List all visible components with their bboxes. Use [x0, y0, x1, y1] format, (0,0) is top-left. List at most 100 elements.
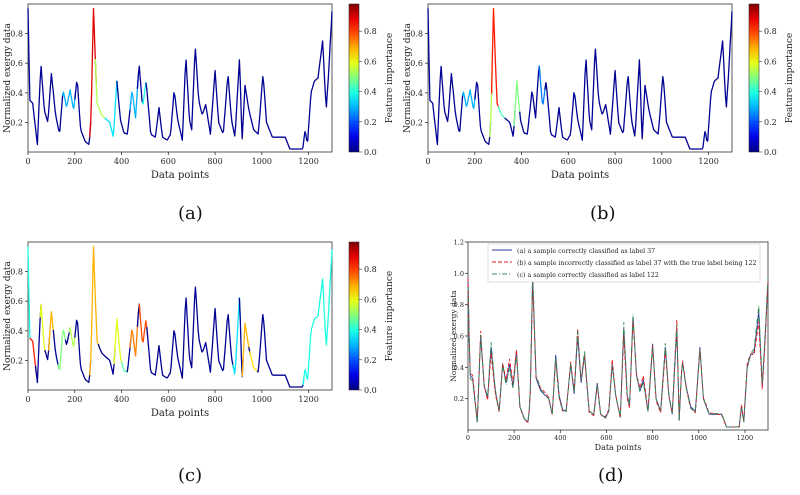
- y-tick-label-d-5: 1.2: [454, 239, 464, 247]
- importance-line-segment-c-1: [29, 337, 38, 375]
- colorbar-tick-label-a-4: 0.8: [364, 27, 377, 36]
- importance-line-segment-a-2: [74, 81, 92, 145]
- importance-line-segment-a-8: [136, 65, 144, 105]
- importance-line-segment-b-7: [513, 80, 522, 127]
- importance-line-segment-c-24: [249, 351, 259, 373]
- plot-frame-a: [27, 3, 333, 153]
- caption-c: (c): [178, 465, 203, 486]
- importance-line-segment-b-6: [504, 110, 516, 137]
- x-tick-label-c-6: 1200: [298, 395, 318, 404]
- colorbar-tick-label-a-0: 0.0: [364, 148, 377, 157]
- importance-line-segment-b-0: [427, 8, 465, 146]
- importance-line-segment-c-18: [138, 304, 149, 343]
- x-tick-label-b-5: 1000: [652, 157, 672, 166]
- y-tick-label-d-0: 0.2: [454, 395, 464, 403]
- x-axis-label-c: Data points: [151, 408, 209, 419]
- colorbar-tick-label-c-4: 0.8: [364, 265, 377, 274]
- x-tick-label-a-2: 400: [114, 157, 129, 166]
- importance-line-segment-c-3: [39, 303, 47, 354]
- y-tick-label-c-2: 0.6: [10, 297, 23, 306]
- y-axis-label-b: Normalized exergy data: [403, 22, 413, 132]
- x-tick-label-c-3: 600: [161, 395, 176, 404]
- importance-line-segment-a-10: [145, 11, 333, 150]
- x-tick-label-d-3: 600: [600, 434, 612, 442]
- colorbar-tick-label-b-1: 0.2: [764, 118, 777, 127]
- x-tick-label-d-1: 200: [508, 434, 520, 442]
- importance-line-segment-a-7: [129, 74, 140, 119]
- x-tick-label-d-5: 1000: [690, 434, 707, 442]
- colorbar-tick-label-c-2: 0.4: [364, 326, 377, 335]
- y-tick-label-c-1: 0.4: [10, 327, 23, 336]
- x-tick-label-a-1: 200: [67, 157, 82, 166]
- x-tick-label-d-4: 800: [646, 434, 658, 442]
- importance-line-segment-c-13: [113, 318, 124, 366]
- x-tick-label-d-6: 1200: [737, 434, 754, 442]
- x-tick-label-b-2: 400: [514, 157, 529, 166]
- colorbar-tick-label-b-0: 0.0: [764, 148, 777, 157]
- colorbar-tick-label-b-3: 0.6: [764, 57, 777, 66]
- y-tick-label-c-3: 0.8: [10, 268, 23, 277]
- importance-line-segment-a-4: [94, 58, 107, 120]
- importance-line-segment-c-20: [232, 297, 241, 375]
- chart-panel-b: 0 200 400 600 800 1000 1200 0.2 0.4 0.6 0.8 Data po…: [403, 3, 795, 181]
- x-tick-label-b-1: 200: [467, 157, 482, 166]
- colorbar-tick-label-b-4: 0.8: [764, 27, 777, 36]
- colorbar-label-a: Feature importance: [385, 33, 395, 123]
- importance-line-segment-b-2: [474, 81, 492, 145]
- y-tick-label-b-3: 0.8: [410, 30, 423, 39]
- colorbar-tick-label-a-1: 0.2: [364, 118, 377, 127]
- colorbar-tick-label-b-2: 0.4: [764, 88, 777, 97]
- chart-panel-d: 0 200 400 600 800 1000 1200 0.2 0.4 0.6 0.8 1.0 1.2 D…: [449, 239, 769, 452]
- y-tick-label-a-3: 0.8: [10, 30, 23, 39]
- x-tick-label-a-6: 1200: [298, 157, 318, 166]
- x-tick-label-c-0: 0: [25, 395, 30, 404]
- importance-line-segment-c-26: [302, 249, 333, 386]
- importance-line-segment-b-4: [490, 7, 500, 109]
- colorbar-tick-label-a-3: 0.6: [364, 57, 377, 66]
- importance-line-segment-c-16: [129, 312, 140, 357]
- importance-line-segment-c-25: [256, 313, 305, 388]
- x-tick-label-a-3: 600: [161, 157, 176, 166]
- y-tick-label-d-3: 0.8: [454, 301, 464, 309]
- importance-line-segment-c-0: [27, 246, 32, 340]
- x-tick-label-a-5: 1000: [252, 157, 272, 166]
- series-line-2: [467, 269, 769, 428]
- x-tick-label-c-4: 800: [207, 395, 222, 404]
- x-axis-label-a: Data points: [151, 170, 209, 181]
- x-tick-label-d-0: 0: [466, 434, 470, 442]
- chart-panel-a: 0 200 400 600 800 1000 1200 0.2 0.4 0.6 0.8 Data po…: [3, 3, 395, 181]
- importance-line-segment-b-5: [497, 105, 507, 120]
- y-tick-label-d-4: 1.0: [454, 270, 464, 278]
- legend-entry-2: (c) a sample correctly classified as lab…: [517, 272, 659, 279]
- plot-frame-b: [427, 3, 733, 153]
- x-tick-label-a-4: 800: [207, 157, 222, 166]
- colorbar-c: [348, 241, 360, 391]
- importance-line-segment-b-8: [519, 65, 541, 135]
- y-tick-label-b-1: 0.4: [410, 89, 423, 98]
- importance-line-segment-b-9: [538, 66, 547, 105]
- y-axis-label-d: Normalized exergy data: [449, 290, 458, 382]
- legend-entry-1: (b) a sample incorrectly classified as l…: [517, 260, 757, 267]
- plot-frame-c: [27, 241, 333, 391]
- y-axis-label-c: Normalized exergy data: [3, 260, 13, 370]
- importance-line-segment-c-11: [89, 245, 100, 376]
- colorbar-a: [348, 3, 360, 153]
- x-axis-label-d: Data points: [595, 443, 642, 452]
- y-axis-label-a: Normalized exergy data: [3, 22, 13, 132]
- importance-line-segment-b-1: [461, 89, 477, 110]
- y-tick-label-d-2: 0.6: [454, 333, 464, 341]
- y-tick-label-a-1: 0.4: [10, 89, 23, 98]
- importance-line-segment-c-9: [68, 327, 77, 348]
- importance-line-segment-a-5: [104, 80, 119, 137]
- importance-line-segment-c-6: [52, 329, 60, 369]
- x-tick-label-b-0: 0: [425, 157, 430, 166]
- legend-box: [487, 243, 761, 283]
- y-tick-label-d-1: 0.4: [454, 364, 464, 372]
- importance-line-segment-a-6: [116, 80, 132, 135]
- x-tick-label-a-0: 0: [25, 157, 30, 166]
- x-tick-label-c-5: 1000: [252, 395, 272, 404]
- colorbar-tick-label-c-3: 0.6: [364, 295, 377, 304]
- importance-line-segment-c-19: [146, 286, 235, 379]
- colorbar-tick-label-c-1: 0.2: [364, 356, 377, 365]
- colorbar-label-b: Feature importance: [785, 33, 795, 123]
